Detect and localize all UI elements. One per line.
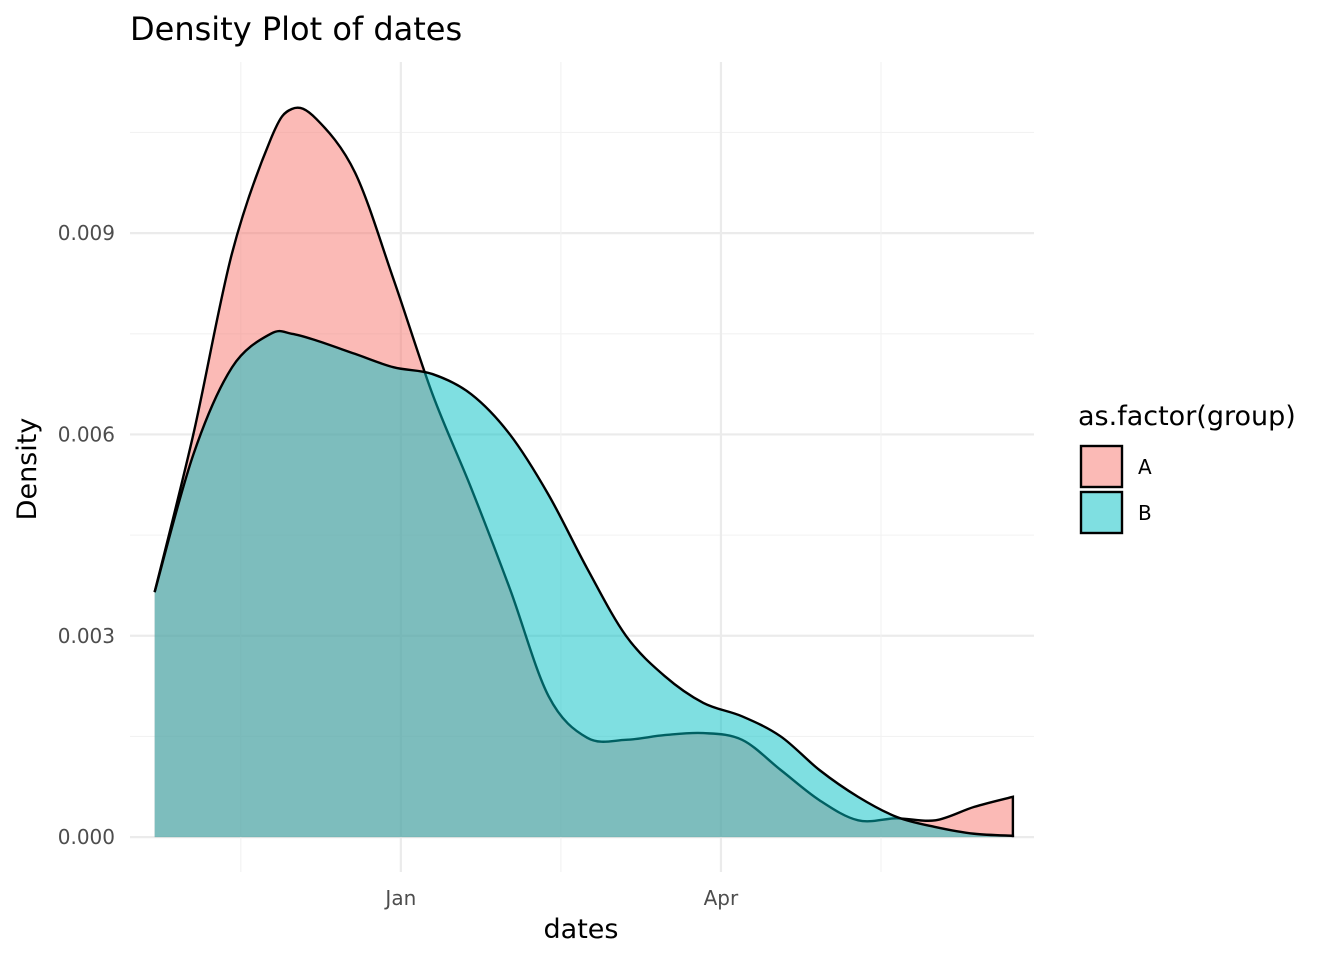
y-tick-labels: 0.000 0.003 0.006 0.009 [58,221,115,849]
x-tick-label: Jan [383,886,416,910]
x-tick-labels: Jan Apr [383,886,739,910]
y-axis-title: Density [12,418,43,521]
legend: as.factor(group) AB [1078,401,1296,535]
legend-label-A: A [1138,455,1152,479]
density-line-B [153,329,1015,838]
density-areas [153,106,1015,838]
y-tick-label: 0.009 [58,221,115,245]
x-tick-label: Apr [704,886,739,910]
legend-key-A [1079,444,1124,489]
y-tick-label: 0.006 [58,422,115,446]
y-tick-label: 0.003 [58,624,115,648]
density-area-B [154,331,1013,838]
legend-key-B [1079,490,1124,535]
x-axis-title: dates [544,914,619,945]
legend-title: as.factor(group) [1078,401,1296,432]
chart-title: Density Plot of dates [130,10,462,48]
y-tick-label: 0.000 [58,825,115,849]
legend-label-B: B [1138,501,1152,525]
